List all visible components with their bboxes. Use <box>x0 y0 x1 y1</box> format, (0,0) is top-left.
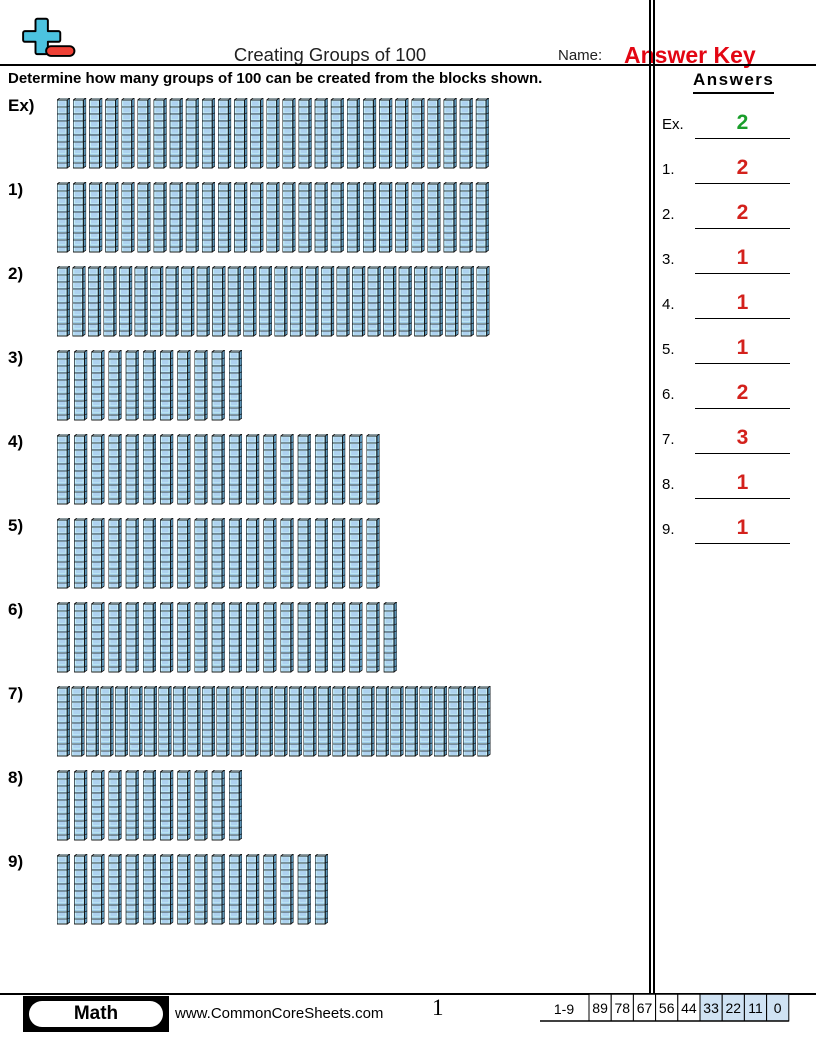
svg-text:0: 0 <box>774 1000 782 1016</box>
svg-text:89: 89 <box>592 1000 608 1016</box>
svg-text:22: 22 <box>726 1000 742 1016</box>
svg-text:33: 33 <box>703 1000 719 1016</box>
svg-text:1-9: 1-9 <box>554 1001 574 1017</box>
svg-text:56: 56 <box>659 1000 675 1016</box>
svg-text:44: 44 <box>681 1000 697 1016</box>
svg-text:11: 11 <box>748 1000 763 1016</box>
svg-text:78: 78 <box>615 1000 631 1016</box>
svg-text:67: 67 <box>637 1000 653 1016</box>
